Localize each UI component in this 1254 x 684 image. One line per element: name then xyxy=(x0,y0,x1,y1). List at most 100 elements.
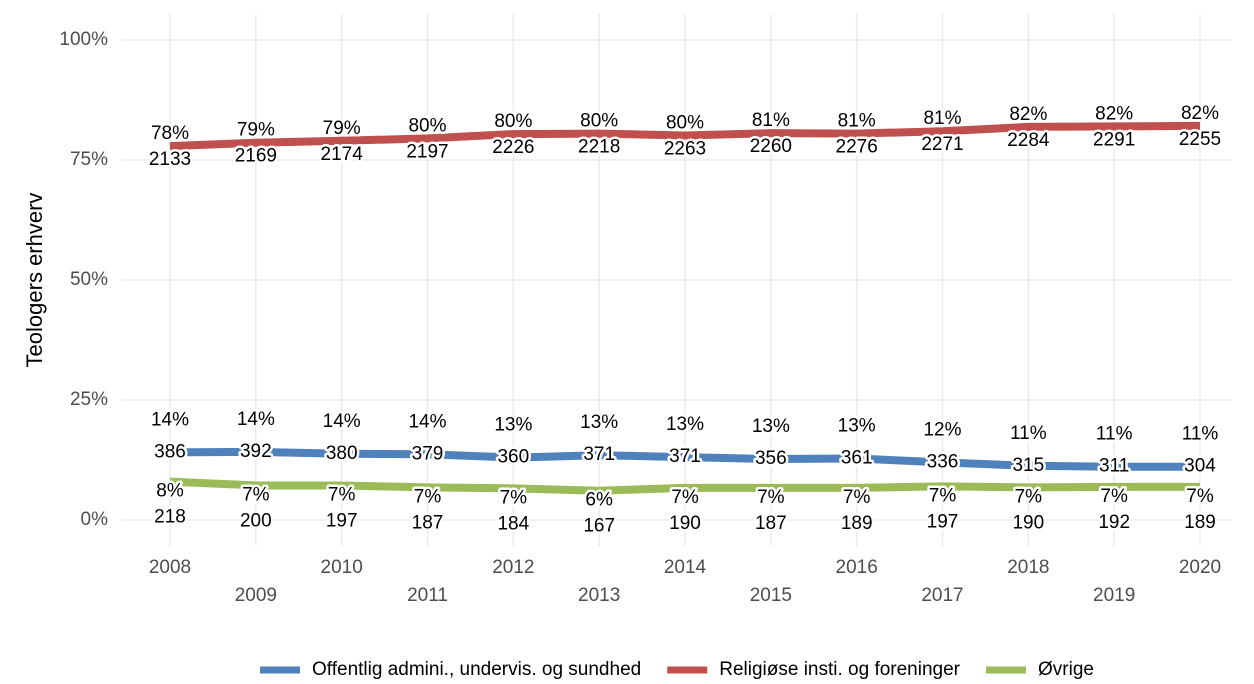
count-label: 2291 xyxy=(1093,129,1135,150)
value-label: 11% xyxy=(1096,424,1133,445)
count-label: 189 xyxy=(1184,512,1216,533)
value-label: 7% xyxy=(242,484,270,505)
count-label: 304 xyxy=(1184,456,1216,477)
value-label: 13% xyxy=(580,412,618,433)
value-label: 11% xyxy=(1010,423,1047,444)
value-label: 82% xyxy=(1009,104,1047,125)
value-label: 8% xyxy=(156,481,184,502)
count-label: 2197 xyxy=(406,141,448,162)
value-label: 13% xyxy=(666,414,704,435)
value-label: 79% xyxy=(237,120,275,141)
count-label: 2255 xyxy=(1179,129,1221,150)
count-label: 167 xyxy=(583,516,615,537)
count-label: 361 xyxy=(841,448,873,469)
value-label: 79% xyxy=(323,118,361,139)
legend-label: Religiøse insti. og foreninger xyxy=(719,659,960,680)
value-label: 78% xyxy=(151,123,189,144)
value-label: 7% xyxy=(328,484,356,505)
count-label: 2218 xyxy=(578,137,620,158)
value-label: 81% xyxy=(752,110,790,131)
count-label: 200 xyxy=(240,510,272,531)
x-tick-label: 2012 xyxy=(492,557,534,578)
x-tick-label: 2018 xyxy=(1007,557,1049,578)
count-label: 360 xyxy=(497,447,529,468)
value-label: 81% xyxy=(838,111,876,132)
count-label: 2174 xyxy=(321,144,364,165)
value-label: 14% xyxy=(237,409,275,430)
series-line xyxy=(169,121,1201,151)
count-label: 356 xyxy=(755,448,787,469)
x-tick-label: 2009 xyxy=(235,585,277,606)
count-label: 187 xyxy=(755,513,787,534)
count-label: 197 xyxy=(927,511,959,532)
series-line xyxy=(169,447,1200,471)
value-label: 13% xyxy=(494,415,532,436)
value-label: 7% xyxy=(1015,486,1043,507)
value-label: 14% xyxy=(151,409,189,430)
count-label: 379 xyxy=(412,443,444,464)
value-label: 7% xyxy=(1186,486,1214,507)
count-label: 315 xyxy=(1012,455,1044,476)
x-tick-label: 2008 xyxy=(149,557,191,578)
count-label: 2133 xyxy=(149,149,191,170)
value-label: 80% xyxy=(408,115,446,136)
value-label: 7% xyxy=(500,487,528,508)
count-label: 2276 xyxy=(836,137,878,158)
count-label: 371 xyxy=(669,446,701,467)
x-tick-label: 2011 xyxy=(407,585,448,606)
y-axis-label: Teologers erhverv xyxy=(22,193,47,368)
value-label: 12% xyxy=(923,419,961,440)
x-tick-label: 2017 xyxy=(921,585,963,606)
count-label: 386 xyxy=(154,441,186,462)
value-label: 13% xyxy=(752,416,790,437)
x-tick-label: 2016 xyxy=(836,557,878,578)
count-label: 184 xyxy=(497,513,529,534)
count-label: 190 xyxy=(669,513,701,534)
value-label: 7% xyxy=(414,486,442,507)
value-label: 7% xyxy=(671,487,699,508)
legend: Offentlig admini., undervis. og sundhed R… xyxy=(260,659,1094,680)
count-label: 197 xyxy=(326,510,358,531)
count-label: 380 xyxy=(326,443,358,464)
value-label: 14% xyxy=(323,411,361,432)
count-label: 2284 xyxy=(1007,130,1050,151)
value-label: 80% xyxy=(580,111,618,132)
count-label: 2263 xyxy=(664,139,706,160)
count-label: 192 xyxy=(1098,512,1130,533)
value-label: 82% xyxy=(1095,103,1133,124)
x-tick-label: 2013 xyxy=(578,585,620,606)
count-label: 2169 xyxy=(235,146,277,167)
x-tick-label: 2020 xyxy=(1179,557,1221,578)
value-label: 7% xyxy=(757,487,785,508)
y-tick-label: 25% xyxy=(70,389,108,410)
x-tick-label: 2015 xyxy=(750,585,792,606)
value-label: 14% xyxy=(408,411,446,432)
value-label: 82% xyxy=(1181,103,1219,124)
x-tick-label: 2010 xyxy=(321,557,363,578)
y-tick-label: 100% xyxy=(59,29,108,50)
y-tick-label: 0% xyxy=(81,509,109,530)
series-line xyxy=(169,477,1200,495)
value-label: 80% xyxy=(666,113,704,134)
value-label: 13% xyxy=(838,416,876,437)
value-label: 81% xyxy=(923,108,961,129)
count-label: 392 xyxy=(240,441,272,462)
legend-label: Øvrige xyxy=(1038,659,1094,680)
count-label: 190 xyxy=(1012,512,1044,533)
count-label: 371 xyxy=(583,444,615,465)
legend-label: Offentlig admini., undervis. og sundhed xyxy=(312,659,641,680)
count-label: 336 xyxy=(927,451,959,472)
x-tick-label: 2014 xyxy=(664,557,707,578)
value-label: 7% xyxy=(929,485,957,506)
count-label: 2271 xyxy=(921,134,963,155)
count-label: 218 xyxy=(154,507,186,528)
value-label: 7% xyxy=(1100,486,1128,507)
x-tick-label: 2019 xyxy=(1093,585,1135,606)
count-label: 2260 xyxy=(750,136,792,157)
value-label: 11% xyxy=(1182,424,1219,445)
value-label: 7% xyxy=(843,487,871,508)
count-label: 2226 xyxy=(492,137,534,158)
value-label: 80% xyxy=(494,111,532,132)
count-label: 189 xyxy=(841,513,873,534)
